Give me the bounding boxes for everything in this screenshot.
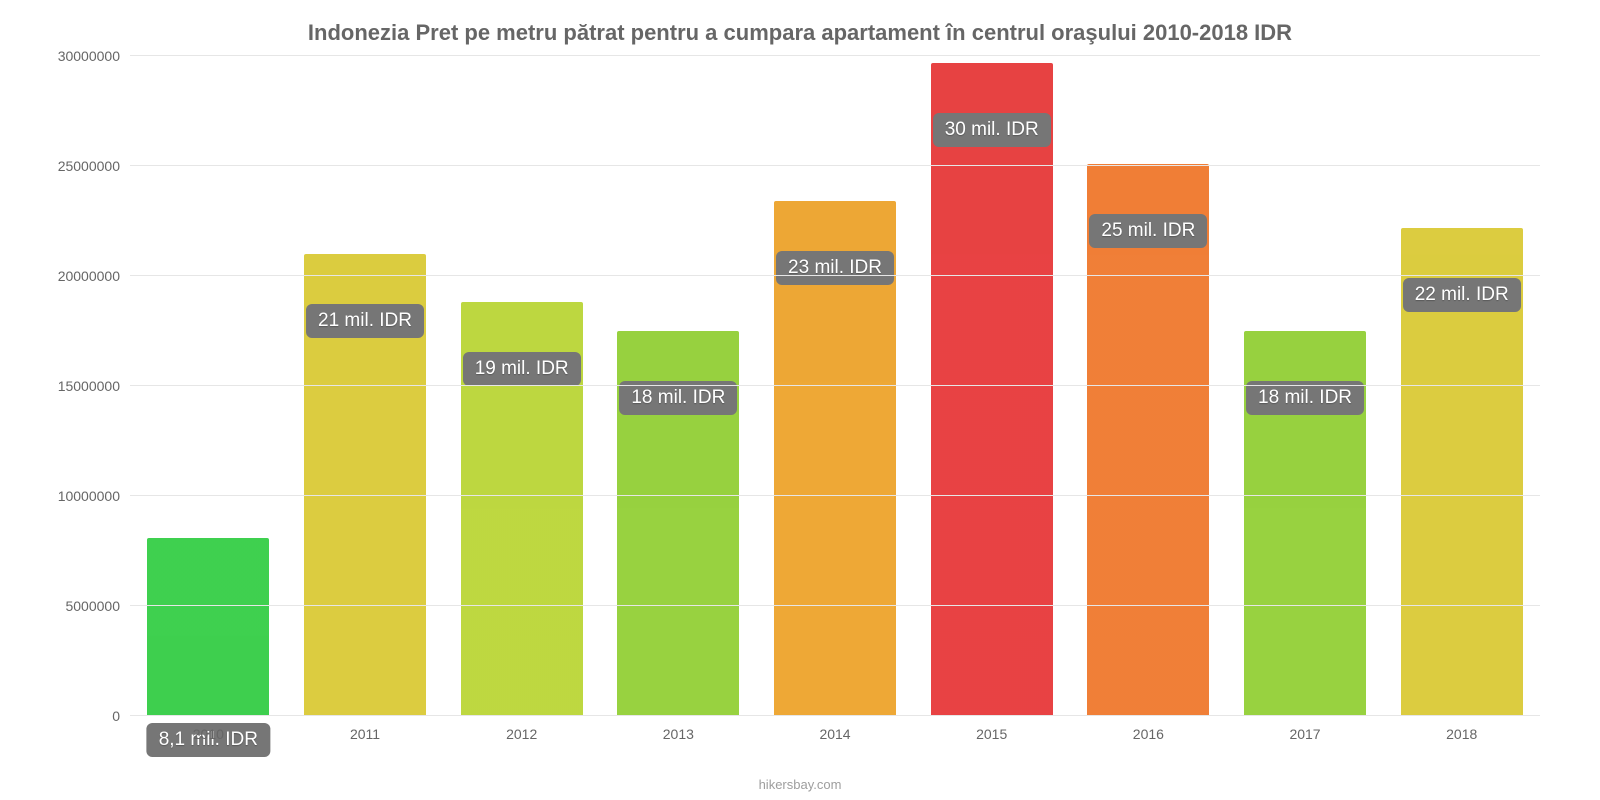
bar: 8,1 mil. IDR (147, 538, 269, 716)
bar-slot: 8,1 mil. IDR2010 (130, 56, 287, 716)
grid-line (130, 605, 1540, 606)
bar-slot: 19 mil. IDR2012 (443, 56, 600, 716)
chart-container: Indonezia Pret pe metru pătrat pentru a … (0, 0, 1600, 800)
y-tick-label: 5000000 (65, 598, 130, 614)
chart-title: Indonezia Pret pe metru pătrat pentru a … (40, 20, 1560, 46)
grid-line (130, 385, 1540, 386)
bar: 23 mil. IDR (774, 201, 896, 716)
value-badge: 19 mil. IDR (463, 352, 581, 386)
bar-slot: 22 mil. IDR2018 (1383, 56, 1540, 716)
value-badge: 18 mil. IDR (1246, 381, 1364, 415)
value-badge: 25 mil. IDR (1089, 214, 1207, 248)
x-tick-label: 2016 (1133, 716, 1164, 742)
bars-group: 8,1 mil. IDR201021 mil. IDR201119 mil. I… (130, 56, 1540, 716)
grid-line (130, 495, 1540, 496)
bar-slot: 21 mil. IDR2011 (287, 56, 444, 716)
bar: 21 mil. IDR (304, 254, 426, 716)
grid-line (130, 275, 1540, 276)
bar-slot: 18 mil. IDR2017 (1227, 56, 1384, 716)
value-badge: 21 mil. IDR (306, 304, 424, 338)
grid-line (130, 715, 1540, 716)
bar-slot: 25 mil. IDR2016 (1070, 56, 1227, 716)
bar: 19 mil. IDR (461, 302, 583, 716)
value-badge: 23 mil. IDR (776, 251, 894, 285)
x-tick-label: 2017 (1289, 716, 1320, 742)
bar-slot: 23 mil. IDR2014 (757, 56, 914, 716)
y-tick-label: 25000000 (58, 158, 130, 174)
x-tick-label: 2018 (1446, 716, 1477, 742)
y-tick-label: 10000000 (58, 488, 130, 504)
value-badge: 30 mil. IDR (933, 113, 1051, 147)
bar: 25 mil. IDR (1087, 164, 1209, 716)
bar: 18 mil. IDR (617, 331, 739, 716)
bar: 18 mil. IDR (1244, 331, 1366, 716)
bar-slot: 18 mil. IDR2013 (600, 56, 757, 716)
source-label: hikersbay.com (759, 777, 842, 792)
bar: 22 mil. IDR (1401, 228, 1523, 716)
y-tick-label: 20000000 (58, 268, 130, 284)
y-tick-label: 30000000 (58, 48, 130, 64)
x-tick-label: 2014 (819, 716, 850, 742)
x-tick-label: 2012 (506, 716, 537, 742)
y-tick-label: 0 (112, 708, 130, 724)
y-tick-label: 15000000 (58, 378, 130, 394)
x-tick-label: 2010 (193, 716, 224, 742)
x-tick-label: 2015 (976, 716, 1007, 742)
bar-slot: 30 mil. IDR2015 (913, 56, 1070, 716)
x-tick-label: 2013 (663, 716, 694, 742)
value-badge: 18 mil. IDR (619, 381, 737, 415)
plot-area: 8,1 mil. IDR201021 mil. IDR201119 mil. I… (130, 56, 1540, 716)
grid-line (130, 55, 1540, 56)
value-badge: 22 mil. IDR (1403, 278, 1521, 312)
grid-line (130, 165, 1540, 166)
x-tick-label: 2011 (350, 716, 380, 742)
bar: 30 mil. IDR (931, 63, 1053, 716)
